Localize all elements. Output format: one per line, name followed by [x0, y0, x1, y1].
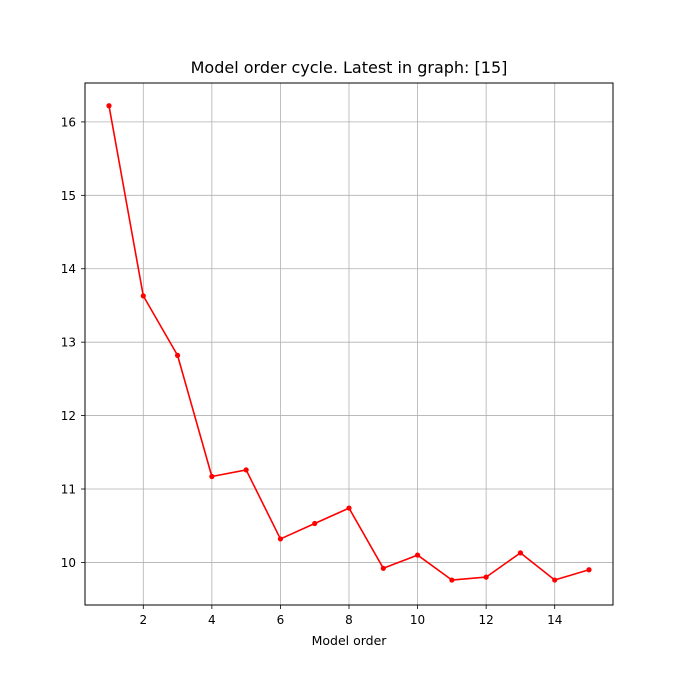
x-tick-label: 14: [547, 613, 562, 627]
grid-lines: [85, 83, 613, 605]
data-point: [552, 577, 558, 583]
data-point: [449, 577, 455, 583]
data-point: [106, 103, 112, 109]
data-point: [312, 520, 318, 527]
x-tick-label: 4: [208, 613, 216, 627]
y-tick-label: 11: [61, 483, 76, 497]
x-tick-label: 2: [139, 613, 147, 627]
x-tick-label: 6: [277, 613, 285, 627]
data-point: [243, 467, 249, 473]
y-tick-label: 15: [61, 189, 76, 203]
data-point: [277, 536, 284, 542]
y-tick-label: 12: [61, 409, 76, 423]
y-tick-label: 16: [61, 115, 76, 129]
data-point: [517, 550, 524, 556]
data-point: [174, 352, 181, 358]
data-point: [414, 552, 421, 558]
data-point: [380, 565, 386, 571]
data-series: [106, 103, 592, 583]
data-point: [140, 293, 146, 299]
x-axis-label: Model order: [312, 633, 388, 648]
x-tick-label: 10: [410, 613, 425, 627]
chart-title: Model order cycle. Latest in graph: [15]: [191, 58, 508, 77]
y-tick-label: 13: [61, 336, 76, 350]
x-tick-label: 12: [479, 613, 494, 627]
y-tick-label: 10: [61, 556, 76, 570]
data-point: [209, 473, 215, 480]
y-tick-label: 14: [61, 262, 76, 276]
tick-labels: 2 4 6 8 10 12 14 10 11 12 13 14 15 16: [61, 115, 563, 627]
x-tick-label: 8: [345, 613, 353, 627]
data-point: [483, 574, 489, 580]
data-point: [586, 567, 592, 573]
data-point: [346, 505, 352, 511]
